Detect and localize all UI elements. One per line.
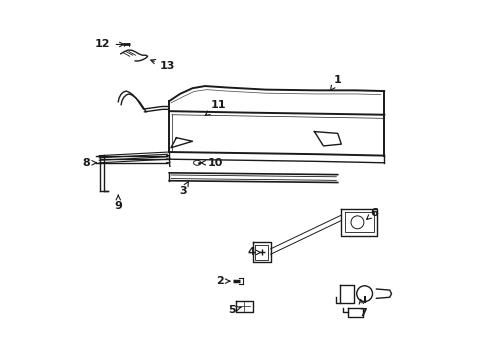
Text: 2: 2 (216, 276, 229, 286)
Text: 3: 3 (179, 181, 188, 197)
Text: 4: 4 (247, 247, 261, 257)
Text: 13: 13 (150, 59, 175, 71)
Text: 8: 8 (82, 158, 96, 168)
Text: 11: 11 (205, 100, 226, 116)
Text: 9: 9 (114, 195, 122, 211)
Text: 1: 1 (329, 75, 341, 90)
Text: 7: 7 (358, 300, 366, 318)
Text: 10: 10 (201, 158, 223, 168)
Text: 5: 5 (228, 305, 241, 315)
Text: 12: 12 (95, 40, 123, 49)
Text: 6: 6 (366, 208, 378, 219)
